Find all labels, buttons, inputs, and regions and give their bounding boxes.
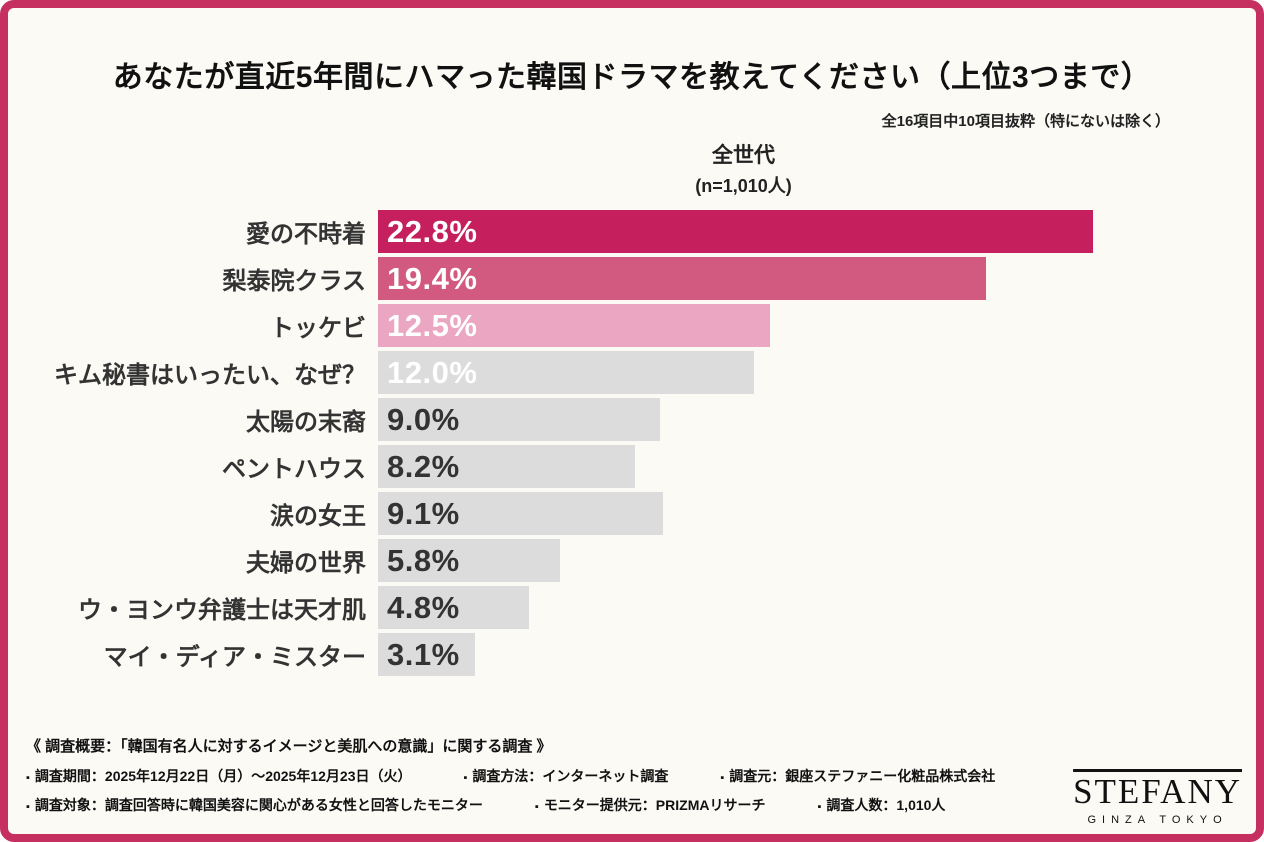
bar-track: 19.4% xyxy=(378,257,1093,300)
bar: 22.8% xyxy=(378,210,1093,253)
bar: 3.1% xyxy=(378,633,476,676)
survey-detail-text: 調査元：銀座ステファニー化粧品株式会社 xyxy=(729,768,996,784)
horizontal-bar-chart: 愛の不時着 22.8% 梨泰院クラス 19.4% トッケビ 12.5% キム秘書はいったい、… xyxy=(8,208,1256,678)
brand-logo: STEFANY GINZA TOKYO xyxy=(1073,772,1242,826)
category-label: 涙の女王 xyxy=(270,503,366,530)
survey-detail-line: ▪ 調査期間：2025年12月22日（月）～2025年12月23日（火） ▪ 調査方法… xyxy=(26,766,1086,786)
square-bullet-icon: ▪ xyxy=(817,801,822,813)
bar-track: 9.0% xyxy=(378,398,1093,441)
survey-footer: 《 調査概要：「韓国有名人に対するイメージと美肌への意識」に関する調査 》 ▪ 調… xyxy=(26,735,1238,824)
group-sample-size: (n=1,010人) xyxy=(695,176,792,196)
chart-row: キム秘書はいったい、なぜ？ 12.0% xyxy=(8,349,1256,396)
survey-detail-item: ▪ 調査対象：調査回答時に韓国美容に関心がある女性と回答したモニター xyxy=(26,795,483,815)
bar-track: 12.5% xyxy=(378,304,1093,347)
survey-summary: 《 調査概要：「韓国有名人に対するイメージと美肌への意識」に関する調査 》 xyxy=(26,738,552,755)
survey-detail-line: ▪ 調査対象：調査回答時に韓国美容に関心がある女性と回答したモニター ▪ モニター提供… xyxy=(26,795,1086,815)
survey-detail-text: 調査対象：調査回答時に韓国美容に関心がある女性と回答したモニター xyxy=(34,797,483,813)
value-label: 12.5% xyxy=(387,307,478,343)
value-label: 9.1% xyxy=(387,495,460,531)
survey-detail-item: ▪ 調査人数：1,010人 xyxy=(817,795,945,815)
category-label: 梨泰院クラス xyxy=(222,268,366,295)
value-label: 22.8% xyxy=(387,213,478,249)
survey-detail-text: 調査方法：インターネット調査 xyxy=(472,768,669,784)
bar-track: 8.2% xyxy=(378,445,1093,488)
survey-detail-item: ▪ 調査方法：インターネット調査 xyxy=(463,766,668,786)
bar: 12.0% xyxy=(378,351,755,394)
square-bullet-icon: ▪ xyxy=(534,801,539,813)
bar-track: 4.8% xyxy=(378,586,1093,629)
category-label: マイ・ディア・ミスター xyxy=(103,644,366,671)
extraction-note: 全16項目中10項目抜粋（特にないは除く） xyxy=(881,113,1170,130)
bar: 19.4% xyxy=(378,257,987,300)
value-label: 19.4% xyxy=(387,260,478,296)
survey-detail-item: ▪ モニター提供元：PRIZMAリサーチ xyxy=(535,795,766,815)
bar-track: 3.1% xyxy=(378,633,1093,676)
value-label: 12.0% xyxy=(387,354,478,390)
chart-row: マイ・ディア・ミスター 3.1% xyxy=(8,631,1256,678)
category-label: 愛の不時着 xyxy=(246,221,366,248)
square-bullet-icon: ▪ xyxy=(26,801,30,813)
value-label: 3.1% xyxy=(387,636,460,672)
chart-row: ウ・ヨンウ弁護士は天才肌 4.8% xyxy=(8,584,1256,631)
bar: 5.8% xyxy=(378,539,560,582)
bar-track: 12.0% xyxy=(378,351,1093,394)
value-label: 8.2% xyxy=(387,448,460,484)
chart-row: 太陽の末裔 9.0% xyxy=(8,396,1256,443)
value-label: 4.8% xyxy=(387,589,460,625)
category-label: 夫婦の世界 xyxy=(246,550,366,577)
column-group-header: 全世代 (n=1,010人) xyxy=(386,139,1101,198)
chart-row: 愛の不時着 22.8% xyxy=(8,208,1256,255)
chart-row: トッケビ 12.5% xyxy=(8,302,1256,349)
value-label: 9.0% xyxy=(387,401,460,437)
bar-track: 5.8% xyxy=(378,539,1093,582)
survey-detail-text: 調査人数：1,010人 xyxy=(826,797,946,813)
logo-subtext: GINZA TOKYO xyxy=(1087,814,1228,826)
category-label: ウ・ヨンウ弁護士は天才肌 xyxy=(78,597,366,624)
chart-row: 梨泰院クラス 19.4% xyxy=(8,255,1256,302)
chart-row: 涙の女王 9.1% xyxy=(8,490,1256,537)
category-label: ペントハウス xyxy=(222,456,366,483)
square-bullet-icon: ▪ xyxy=(26,772,30,784)
bar-track: 9.1% xyxy=(378,492,1093,535)
square-bullet-icon: ▪ xyxy=(463,772,468,784)
category-label: トッケビ xyxy=(270,315,366,342)
survey-detail-text: モニター提供元：PRIZMAリサーチ xyxy=(543,797,766,813)
category-label: 太陽の末裔 xyxy=(246,409,366,436)
survey-detail-item: ▪ 調査期間：2025年12月22日（月）～2025年12月23日（火） xyxy=(26,766,411,786)
survey-details: ▪ 調査期間：2025年12月22日（月）～2025年12月23日（火） ▪ 調査方法… xyxy=(26,766,1238,815)
category-label: キム秘書はいったい、なぜ？ xyxy=(54,362,366,389)
square-bullet-icon: ▪ xyxy=(720,772,725,784)
survey-detail-text: 調査期間：2025年12月22日（月）～2025年12月23日（火） xyxy=(34,768,412,784)
logo-wordmark: STEFANY xyxy=(1073,772,1242,812)
page-title: あなたが直近5年間にハマった韓国ドラマを教えてください（上位3つまで） xyxy=(112,61,1152,94)
chart-row: 夫婦の世界 5.8% xyxy=(8,537,1256,584)
bar: 9.1% xyxy=(378,492,664,535)
bar: 4.8% xyxy=(378,586,529,629)
chart-row: ペントハウス 8.2% xyxy=(8,443,1256,490)
survey-detail-item: ▪ 調査元：銀座ステファニー化粧品株式会社 xyxy=(720,766,995,786)
bar: 8.2% xyxy=(378,445,636,488)
bar: 9.0% xyxy=(378,398,661,441)
bar-track: 22.8% xyxy=(378,210,1093,253)
group-label: 全世代 xyxy=(712,144,775,167)
value-label: 5.8% xyxy=(387,542,460,578)
bar: 12.5% xyxy=(378,304,770,347)
